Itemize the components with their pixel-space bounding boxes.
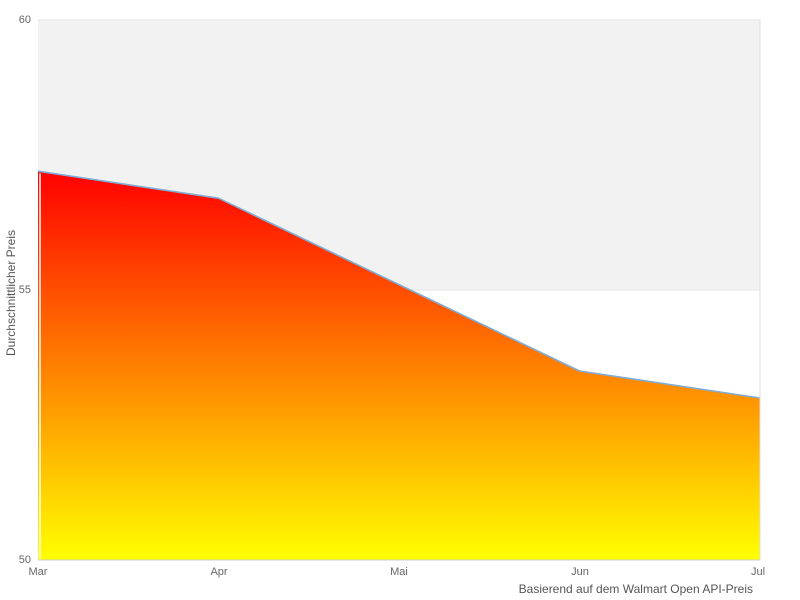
y-tick-label-50: 50: [18, 554, 31, 566]
area-fill: [38, 171, 760, 560]
y-tick-label-60: 60: [18, 14, 31, 26]
x-tick-label-mai: Mai: [390, 566, 408, 578]
x-tick-label-jul: Jul: [750, 566, 766, 578]
y-axis-title: Durchschnittlicher Preis: [4, 229, 18, 357]
x-tick-label-jun: Jun: [571, 566, 589, 578]
x-tick-label-mar: Mar: [28, 566, 48, 578]
y-tick-label-55: 55: [18, 284, 31, 296]
x-tick-label-apr: Apr: [210, 566, 228, 578]
price-line: [37, 170, 761, 399]
x-axis-caption: Basierend auf dem Walmart Open API-Preis: [518, 582, 753, 596]
